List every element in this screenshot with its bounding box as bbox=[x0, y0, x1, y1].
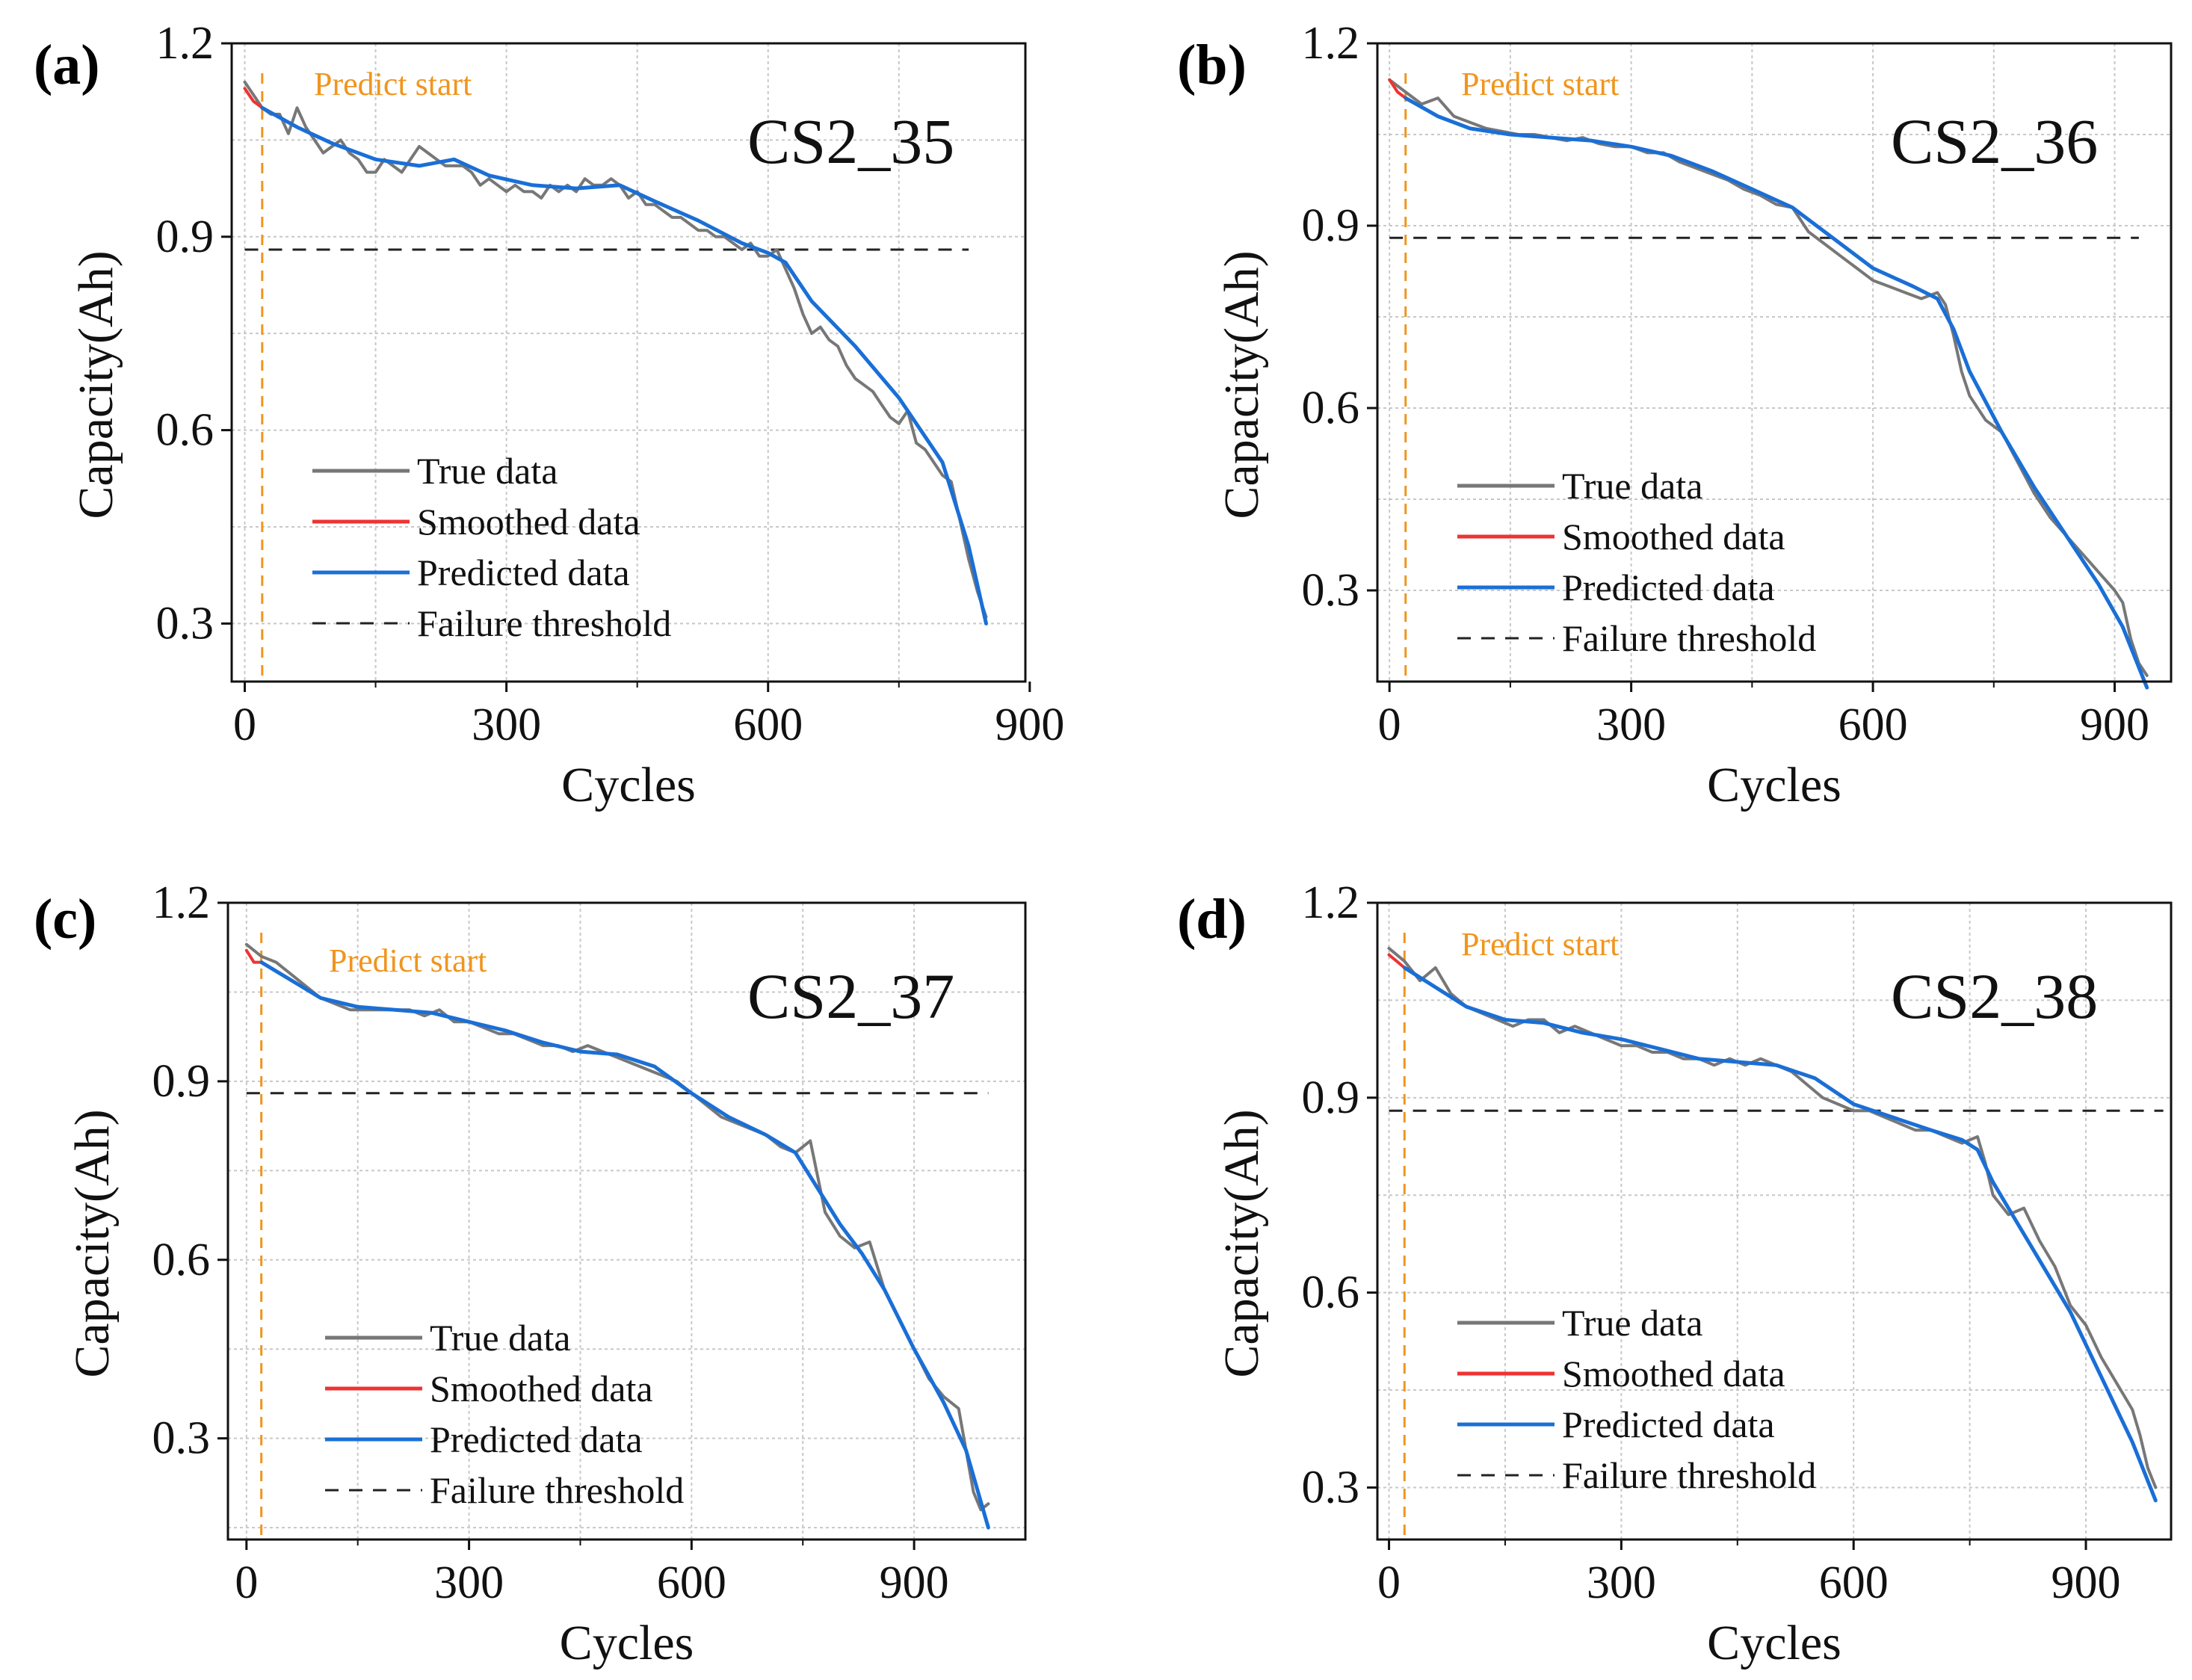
legend-label-4: Failure threshold bbox=[430, 1469, 684, 1511]
x-tick-label: 900 bbox=[2080, 700, 2149, 750]
x-tick-label: 0 bbox=[1377, 1557, 1401, 1608]
y-tick-label: 0.3 bbox=[152, 1413, 211, 1464]
x-tick-label: 900 bbox=[995, 700, 1064, 750]
panel-label: (c) bbox=[34, 888, 96, 951]
x-tick-label: 900 bbox=[880, 1557, 949, 1608]
series-line-smoothed bbox=[243, 87, 264, 110]
series-line-predicted bbox=[1402, 966, 2158, 1503]
panel-label: (d) bbox=[1177, 888, 1247, 951]
legend: True data Smoothed data Predicted data Fail… bbox=[312, 450, 671, 644]
y-tick-label: 0.6 bbox=[1302, 383, 1360, 433]
legend-label-2: Smoothed data bbox=[1562, 1353, 1785, 1395]
x-tick-label: 600 bbox=[1819, 1557, 1889, 1608]
grid bbox=[1377, 903, 2171, 1540]
x-tick-label: 600 bbox=[733, 700, 803, 750]
legend-label-3: Predicted data bbox=[417, 552, 630, 593]
legend-label-2: Smoothed data bbox=[430, 1368, 653, 1409]
y-tick-label: 1.2 bbox=[1302, 877, 1360, 928]
legend-label-1: True data bbox=[430, 1317, 570, 1359]
legend-label-1: True data bbox=[1562, 465, 1702, 507]
y-axis-label: Capacity(Ah) bbox=[1214, 250, 1269, 519]
y-tick-label: 1.2 bbox=[1302, 18, 1360, 69]
legend-label-2: Smoothed data bbox=[417, 501, 640, 543]
y-tick-label: 0.9 bbox=[1302, 1072, 1360, 1123]
panel-label: (a) bbox=[34, 34, 100, 96]
plot-frame bbox=[1376, 42, 2173, 683]
chart-title: CS2_38 bbox=[1891, 960, 2098, 1032]
chart-panel-3: Predict start 0 300 600 900 0.3 0.6 0.9 1.2 Cycle… bbox=[34, 877, 1027, 1670]
chart-panel-1: Predict start 0 300 600 900 0.3 0.6 0.9 1.2 Cycle… bbox=[34, 18, 1064, 812]
x-tick-label: 600 bbox=[1838, 700, 1908, 750]
x-tick-label: 300 bbox=[434, 1557, 504, 1608]
x-axis-label: Cycles bbox=[561, 758, 696, 812]
legend: True data Smoothed data Predicted data Fail… bbox=[325, 1317, 684, 1511]
y-tick-label: 0.6 bbox=[152, 1235, 211, 1285]
x-tick-label: 300 bbox=[472, 700, 541, 750]
y-axis-label: Capacity(Ah) bbox=[69, 250, 123, 519]
plot-frame bbox=[230, 42, 1027, 683]
legend-label-1: True data bbox=[1562, 1302, 1702, 1344]
series-line-smoothed bbox=[1388, 78, 1407, 100]
series-line-smoothed bbox=[1387, 953, 1407, 969]
legend-label-3: Predicted data bbox=[1562, 1403, 1775, 1445]
x-tick-label: 300 bbox=[1596, 700, 1666, 750]
legend: True data Smoothed data Predicted data Fail… bbox=[1457, 1302, 1816, 1496]
legend-label-2: Smoothed data bbox=[1562, 516, 1785, 558]
predict-start-label: Predict start bbox=[1461, 926, 1619, 963]
plot-frame bbox=[1376, 901, 2173, 1541]
legend: True data Smoothed data Predicted data Fail… bbox=[1457, 465, 1816, 659]
series-line-predicted bbox=[1404, 96, 2149, 690]
y-tick-label: 0.9 bbox=[1302, 200, 1360, 251]
legend-label-3: Predicted data bbox=[1562, 566, 1775, 608]
x-tick-label: 600 bbox=[657, 1557, 726, 1608]
y-tick-label: 0.6 bbox=[1302, 1267, 1360, 1318]
panel-label: (b) bbox=[1177, 34, 1247, 96]
x-tick-label: 0 bbox=[1378, 700, 1401, 750]
x-axis-label: Cycles bbox=[1707, 1616, 1841, 1670]
series-line-predicted bbox=[259, 960, 990, 1530]
legend-label-3: Predicted data bbox=[430, 1418, 643, 1460]
panels: Predict start 0 300 600 900 0.3 0.6 0.9 1.2 Cycle… bbox=[34, 18, 2173, 1670]
y-tick-label: 0.3 bbox=[1302, 565, 1360, 616]
y-tick-label: 0.3 bbox=[156, 598, 214, 649]
legend-label-4: Failure threshold bbox=[1562, 617, 1816, 659]
x-tick-label: 0 bbox=[233, 700, 256, 750]
chart-title: CS2_36 bbox=[1891, 105, 2098, 177]
legend-label-1: True data bbox=[417, 450, 558, 492]
predict-start-label: Predict start bbox=[329, 942, 487, 979]
y-tick-label: 0.9 bbox=[152, 1056, 211, 1107]
chart-panel-2: Predict start 0 300 600 900 0.3 0.6 0.9 1.2 Cycle… bbox=[1177, 18, 2173, 812]
x-tick-label: 0 bbox=[235, 1557, 258, 1608]
y-tick-label: 1.2 bbox=[156, 18, 214, 69]
y-axis-label: Capacity(Ah) bbox=[1214, 1109, 1269, 1377]
y-tick-label: 0.9 bbox=[156, 211, 214, 262]
x-axis-label: Cycles bbox=[1707, 758, 1841, 812]
predict-start-label: Predict start bbox=[314, 66, 472, 102]
y-tick-label: 0.3 bbox=[1302, 1462, 1360, 1513]
x-axis-label: Cycles bbox=[560, 1616, 694, 1670]
legend-label-4: Failure threshold bbox=[1562, 1454, 1816, 1496]
series-line-smoothed bbox=[244, 948, 263, 964]
plot-frame bbox=[226, 901, 1027, 1541]
grid bbox=[228, 903, 1025, 1540]
series-line-predicted bbox=[260, 105, 988, 626]
predict-start-label: Predict start bbox=[1461, 66, 1619, 102]
x-tick-label: 300 bbox=[1587, 1557, 1656, 1608]
chart-title: CS2_37 bbox=[747, 960, 954, 1032]
chart-title: CS2_35 bbox=[747, 105, 954, 177]
x-tick-label: 900 bbox=[2051, 1557, 2121, 1608]
legend-label-4: Failure threshold bbox=[417, 602, 671, 644]
chart-panel-4: Predict start 0 300 600 900 0.3 0.6 0.9 1.2 Cycle… bbox=[1177, 877, 2173, 1670]
y-tick-label: 1.2 bbox=[152, 877, 211, 928]
y-tick-label: 0.6 bbox=[156, 405, 214, 456]
y-axis-label: Capacity(Ah) bbox=[65, 1109, 120, 1377]
series-line-true bbox=[243, 80, 988, 619]
